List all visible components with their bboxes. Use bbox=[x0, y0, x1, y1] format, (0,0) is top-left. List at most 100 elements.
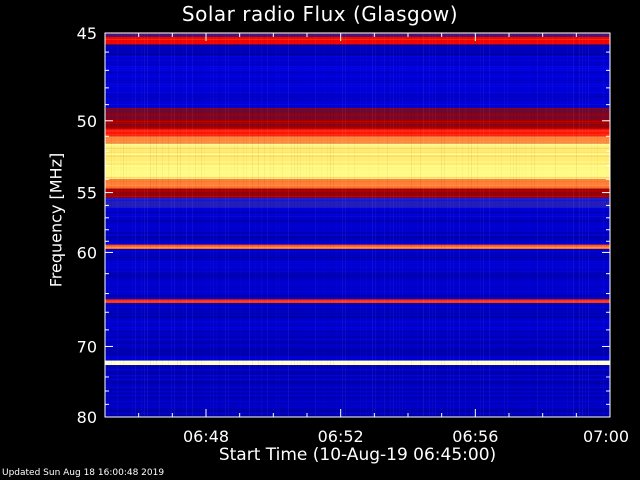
texture-column bbox=[354, 33, 355, 417]
band-texture-line bbox=[105, 342, 610, 344]
band-texture-line bbox=[105, 393, 610, 395]
band-texture-line bbox=[105, 285, 610, 287]
texture-column bbox=[126, 33, 127, 417]
band-texture-line bbox=[105, 311, 610, 312]
texture-column bbox=[246, 33, 247, 417]
texture-column bbox=[264, 33, 265, 417]
texture-column bbox=[216, 33, 217, 417]
y-axis-label: Frequency [MHz] bbox=[46, 152, 66, 288]
frequency-band bbox=[105, 128, 610, 137]
band-texture-line bbox=[105, 326, 610, 328]
texture-column bbox=[117, 33, 118, 417]
texture-column bbox=[549, 33, 550, 417]
texture-column bbox=[423, 33, 424, 417]
band-texture-line bbox=[105, 295, 610, 297]
texture-column bbox=[591, 33, 592, 417]
texture-column bbox=[162, 33, 163, 417]
band-texture-line bbox=[105, 242, 610, 244]
band-texture-line bbox=[105, 362, 610, 365]
texture-column bbox=[477, 33, 478, 417]
band-texture-line bbox=[105, 395, 610, 397]
texture-column bbox=[501, 33, 502, 417]
band-texture-line bbox=[105, 328, 610, 330]
texture-column bbox=[270, 33, 271, 417]
band-texture-line bbox=[105, 81, 610, 83]
band-texture-line bbox=[105, 316, 610, 318]
band-texture-line bbox=[105, 240, 610, 242]
band-texture-line bbox=[105, 407, 610, 409]
texture-column bbox=[534, 33, 535, 417]
y-tick-label: 55 bbox=[77, 184, 97, 203]
band-texture-line bbox=[105, 281, 610, 283]
y-tick-label: 70 bbox=[77, 337, 97, 356]
texture-column bbox=[582, 33, 583, 417]
band-texture-line bbox=[105, 50, 610, 52]
texture-column bbox=[555, 33, 556, 417]
band-texture-line bbox=[105, 52, 610, 53]
band-texture-line bbox=[105, 324, 610, 326]
band-texture-line bbox=[105, 119, 610, 121]
band-texture-line bbox=[105, 253, 610, 255]
band-texture-line bbox=[105, 79, 610, 81]
band-texture-line bbox=[105, 255, 610, 257]
band-texture-line bbox=[105, 346, 610, 348]
texture-column bbox=[291, 33, 292, 417]
texture-column bbox=[336, 33, 337, 417]
band-texture-line bbox=[105, 134, 610, 136]
band-texture-line bbox=[105, 216, 610, 218]
texture-column bbox=[507, 33, 508, 417]
band-texture-line bbox=[105, 101, 610, 103]
band-texture-line bbox=[105, 109, 610, 111]
texture-column bbox=[537, 33, 538, 417]
band-texture-line bbox=[105, 391, 610, 393]
texture-column bbox=[138, 33, 139, 417]
band-texture-line bbox=[105, 111, 610, 113]
band-texture-line bbox=[105, 207, 610, 209]
texture-column bbox=[240, 33, 241, 417]
band-texture-line bbox=[105, 36, 610, 38]
frequency-band bbox=[105, 188, 610, 198]
texture-column bbox=[129, 33, 130, 417]
y-tick-label: 60 bbox=[77, 243, 97, 262]
band-texture-line bbox=[105, 289, 610, 291]
texture-column bbox=[120, 33, 121, 417]
band-texture-line bbox=[105, 67, 610, 69]
texture-column bbox=[177, 33, 178, 417]
band-texture-line bbox=[105, 75, 610, 77]
frequency-band bbox=[105, 179, 610, 189]
frequency-band bbox=[105, 119, 610, 129]
texture-column bbox=[150, 33, 151, 417]
band-texture-line bbox=[105, 309, 610, 311]
texture-column bbox=[258, 33, 259, 417]
band-texture-line bbox=[105, 375, 610, 377]
texture-column bbox=[486, 33, 487, 417]
texture-column bbox=[483, 33, 484, 417]
band-texture-line bbox=[105, 348, 610, 350]
frequency-band bbox=[105, 207, 610, 245]
texture-column bbox=[108, 33, 109, 417]
band-texture-line bbox=[105, 143, 610, 145]
texture-column bbox=[468, 33, 469, 417]
band-texture-line bbox=[105, 381, 610, 383]
texture-column bbox=[357, 33, 358, 417]
band-texture-line bbox=[105, 91, 610, 93]
band-fill bbox=[105, 360, 610, 366]
band-texture-line bbox=[105, 332, 610, 334]
band-texture-line bbox=[105, 350, 610, 352]
texture-column bbox=[201, 33, 202, 417]
texture-column bbox=[168, 33, 169, 417]
texture-column bbox=[183, 33, 184, 417]
band-texture-line bbox=[105, 259, 610, 261]
texture-column bbox=[579, 33, 580, 417]
texture-column bbox=[363, 33, 364, 417]
texture-column bbox=[288, 33, 289, 417]
texture-column bbox=[480, 33, 481, 417]
band-texture-line bbox=[105, 307, 610, 309]
texture-column bbox=[429, 33, 430, 417]
band-texture-line bbox=[105, 157, 610, 159]
band-texture-line bbox=[105, 209, 610, 211]
band-texture-line bbox=[105, 238, 610, 240]
band-texture-line bbox=[105, 214, 610, 216]
texture-column bbox=[324, 33, 325, 417]
texture-column bbox=[510, 33, 511, 417]
